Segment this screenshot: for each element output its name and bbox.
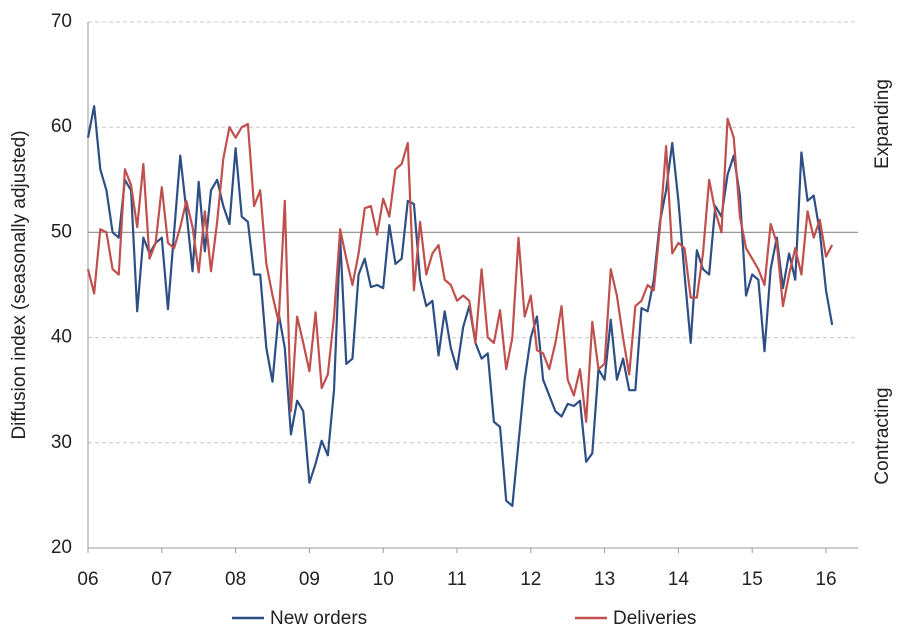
legend-label: New orders: [270, 608, 367, 629]
x-tick-label: 08: [225, 569, 246, 590]
x-tick-label: 12: [520, 569, 541, 590]
annotation: Contracting: [872, 387, 893, 484]
x-tick-label: 16: [815, 569, 836, 590]
x-tick-label: 06: [77, 569, 98, 590]
y-tick-label: 30: [51, 432, 72, 453]
x-tick-label: 10: [373, 569, 394, 590]
y-tick-label: 60: [51, 116, 72, 137]
y-tick-label: 20: [51, 537, 72, 558]
annotation: Expanding: [872, 79, 893, 169]
x-tick-label: 14: [668, 569, 690, 590]
y-tick-label: 40: [51, 327, 72, 348]
x-tick-label: 15: [742, 569, 763, 590]
x-tick-label: 13: [594, 569, 615, 590]
legend-label: Deliveries: [613, 608, 696, 629]
x-tick-label: 07: [151, 569, 172, 590]
series-line: [86, 105, 834, 508]
y-axis-label: Diffusion index (seasonally adjusted): [9, 130, 30, 439]
x-tick-label: 09: [299, 569, 320, 590]
y-tick-label: 50: [51, 221, 72, 242]
y-tick-label: 70: [51, 11, 72, 32]
series-line: [86, 117, 834, 423]
x-tick-label: 11: [447, 569, 467, 590]
